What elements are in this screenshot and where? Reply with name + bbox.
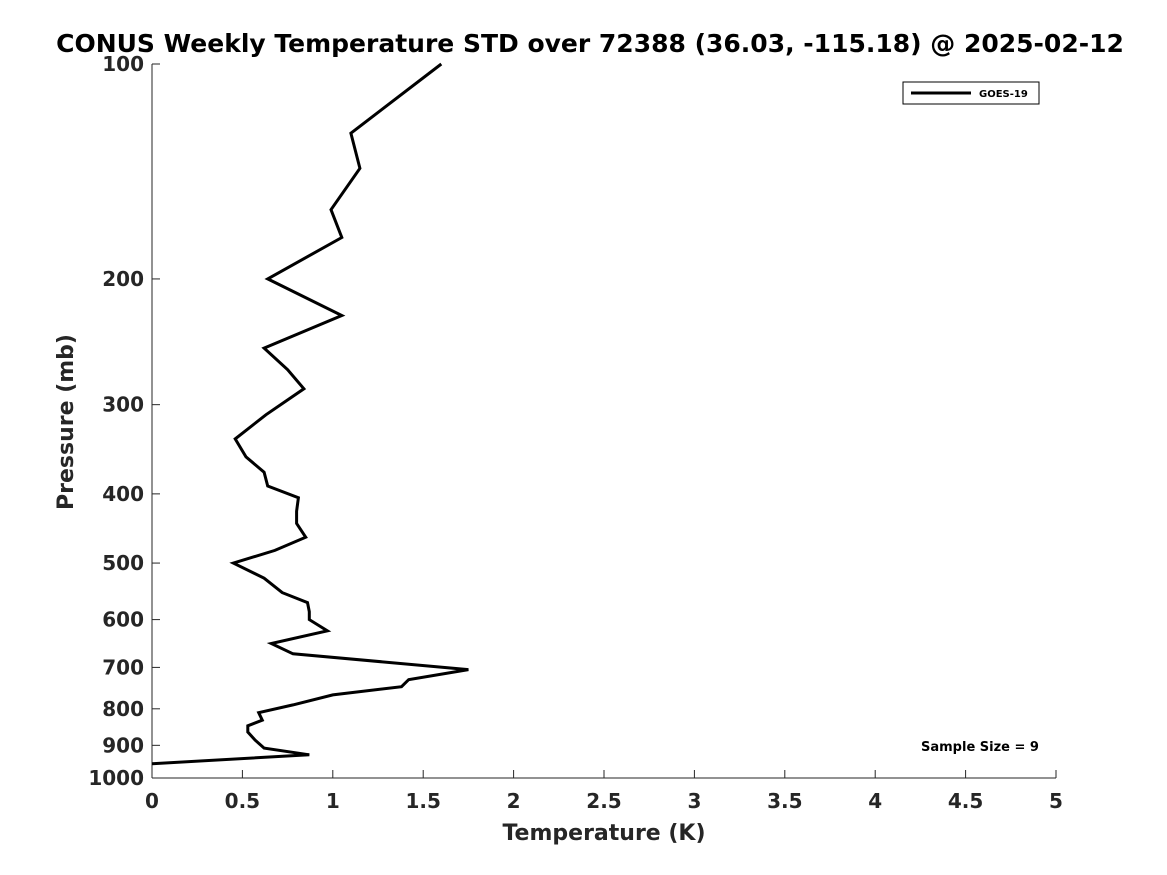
y-tick-label: 500 (102, 551, 144, 575)
y-axis-label: Pressure (mb) (54, 334, 79, 510)
sample-size-annotation: Sample Size = 9 (921, 740, 1039, 755)
y-tick-label: 400 (102, 482, 144, 506)
x-tick-label: 2 (507, 789, 521, 813)
x-tick-label: 4 (868, 789, 882, 813)
x-tick-label: 0 (145, 789, 159, 813)
x-tick-label: 3.5 (767, 789, 802, 813)
x-tick-label: 3 (687, 789, 701, 813)
chart-title: CONUS Weekly Temperature STD over 72388 … (56, 29, 1124, 58)
legend: GOES-19 (902, 81, 1040, 105)
y-tick-label: 700 (102, 655, 144, 679)
series-layer (151, 62, 469, 766)
y-tick-label: 600 (102, 608, 144, 632)
x-axis-ticks: 0 0.5 1 1.5 2 2.5 3 3.5 4 4.5 5 (145, 770, 1063, 813)
series-line-goes-19 (151, 62, 469, 766)
y-tick-label: 300 (102, 393, 144, 417)
x-tick-label: 5 (1049, 789, 1063, 813)
x-tick-label: 4.5 (948, 789, 983, 813)
y-tick-label: 200 (102, 267, 144, 291)
plot-area (151, 64, 1056, 779)
x-tick-label: 1.5 (405, 789, 440, 813)
x-tick-label: 1 (326, 789, 340, 813)
y-tick-label: 1000 (88, 766, 144, 790)
legend-label-goes-19: GOES-19 (979, 89, 1028, 100)
x-axis-label: Temperature (K) (502, 821, 705, 846)
y-tick-label: 800 (102, 697, 144, 721)
y-tick-label: 100 (102, 52, 144, 76)
x-tick-label: 0.5 (225, 789, 260, 813)
x-tick-label: 2.5 (586, 789, 621, 813)
y-tick-label: 900 (102, 733, 144, 757)
y-axis-ticks: 100 200 300 400 500 600 700 800 900 1000 (88, 52, 160, 790)
